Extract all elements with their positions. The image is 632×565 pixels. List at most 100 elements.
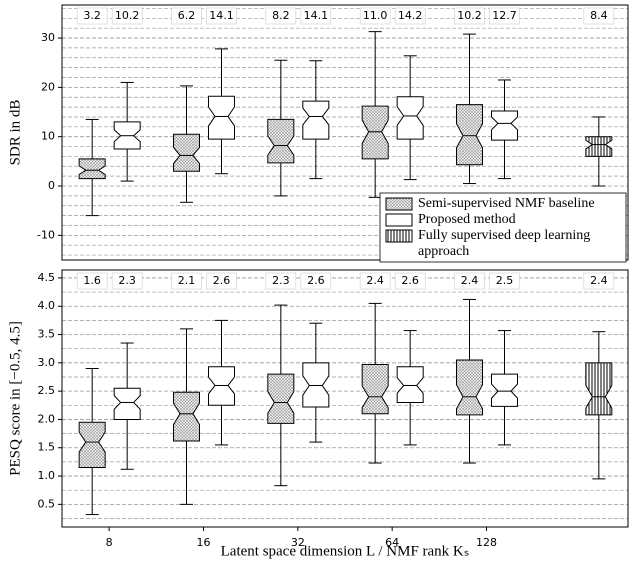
- box-plot: 8.4: [583, 7, 615, 187]
- box: [361, 364, 389, 415]
- box-plot: 2.6: [394, 272, 426, 446]
- median-label-box: [265, 272, 297, 290]
- median-label: 2.6: [213, 274, 231, 287]
- median-label: 6.2: [178, 9, 196, 22]
- median-label: 2.6: [307, 274, 325, 287]
- box-plot: 2.3: [265, 272, 297, 487]
- y-tick-label: 3.0: [38, 356, 56, 369]
- box-plot: 3.2: [76, 7, 108, 217]
- median-label-box: [583, 272, 615, 290]
- box: [456, 104, 483, 166]
- plot-frame: [61, 4, 629, 261]
- median-label: 10.2: [115, 9, 140, 22]
- median-label-box: [206, 272, 237, 290]
- box: [361, 105, 389, 160]
- box: [302, 100, 330, 140]
- box: [491, 373, 518, 407]
- legend-label: Semi-supervised NMF baseline: [418, 196, 595, 211]
- y-axis-label: SDR in dB: [7, 100, 23, 166]
- median-label: 2.1: [178, 274, 196, 287]
- legend-label-line: Fully supervised deep learning: [418, 228, 590, 243]
- y-tick-label: 20: [41, 80, 55, 93]
- box-plot: 8.2: [265, 7, 297, 197]
- box: [173, 133, 200, 172]
- y-tick-label: 3.5: [38, 328, 56, 341]
- median-label: 2.6: [401, 274, 419, 287]
- box: [585, 362, 613, 416]
- legend-swatch: [385, 229, 413, 243]
- box-plot: 14.1: [206, 7, 237, 175]
- x-tick-label: 128: [476, 536, 497, 549]
- box-plot: 6.2: [171, 7, 202, 203]
- median-label: 8.2: [272, 9, 290, 22]
- box-plot: 2.5: [489, 272, 520, 446]
- box: [173, 391, 200, 442]
- box: [78, 158, 106, 180]
- y-tick-label: 10: [41, 130, 55, 143]
- box: [78, 421, 106, 469]
- y-tick-label: 0.5: [38, 497, 56, 510]
- box-plot: 10.2: [454, 7, 485, 185]
- box-plot: 2.6: [206, 272, 237, 446]
- box: [491, 110, 518, 141]
- y-tick-label: 0: [48, 179, 55, 192]
- y-tick-label: 1.0: [38, 469, 56, 482]
- box: [113, 387, 141, 420]
- x-tick-label: 32: [291, 536, 305, 549]
- median-label-box: [583, 7, 615, 25]
- box-plot: 2.3: [111, 272, 143, 470]
- legend-swatch: [385, 197, 413, 211]
- box: [585, 136, 613, 157]
- median-label-box: [111, 7, 143, 25]
- box-plot: 11.0: [359, 7, 391, 198]
- median-label: 8.4: [590, 9, 608, 22]
- box-plot: 14.2: [394, 7, 426, 181]
- legend-swatch: [385, 213, 413, 227]
- x-tick-label: 64: [385, 536, 399, 549]
- median-label-box: [171, 272, 202, 290]
- median-label-box: [76, 272, 108, 290]
- box: [267, 118, 295, 164]
- y-tick-label: 2.0: [38, 412, 56, 425]
- box-plot: 2.4: [583, 272, 615, 480]
- legend-label-line: approach: [418, 244, 469, 259]
- median-label: 2.3: [118, 274, 136, 287]
- legend-frame: [379, 192, 627, 263]
- median-label-box: [394, 7, 426, 25]
- box: [302, 362, 330, 408]
- median-label: 1.6: [83, 274, 101, 287]
- box: [208, 366, 235, 406]
- median-label: 2.5: [496, 274, 514, 287]
- y-tick-label: 1.5: [38, 441, 56, 454]
- box-plot: 2.6: [300, 272, 332, 443]
- box-plot: 2.1: [171, 272, 202, 505]
- median-label: 2.3: [272, 274, 290, 287]
- median-label-box: [394, 272, 426, 290]
- median-label-box: [454, 272, 485, 290]
- median-label: 2.4: [590, 274, 608, 287]
- plot-frame: [61, 269, 629, 528]
- median-label-box: [454, 7, 485, 25]
- box-plot: 12.7: [489, 7, 520, 180]
- legend-label: Fully supervised deep learning approach: [418, 228, 590, 259]
- median-label-box: [265, 7, 297, 25]
- y-tick-label: 4.5: [38, 271, 56, 284]
- y-tick-label: 4.0: [38, 299, 56, 312]
- median-label: 10.2: [457, 9, 482, 22]
- legend-label-line: Proposed method: [418, 212, 516, 227]
- median-label-box: [359, 7, 391, 25]
- box: [267, 373, 295, 424]
- median-label-box: [489, 272, 520, 290]
- box-plot: 10.2: [111, 7, 143, 182]
- median-label-box: [489, 7, 520, 25]
- median-label: 2.4: [366, 274, 384, 287]
- median-label: 11.0: [363, 9, 388, 22]
- x-tick-label: 8: [106, 536, 113, 549]
- box: [396, 366, 424, 403]
- median-label: 12.7: [492, 9, 517, 22]
- median-label: 14.1: [304, 9, 329, 22]
- y-tick-label: 2.5: [38, 384, 56, 397]
